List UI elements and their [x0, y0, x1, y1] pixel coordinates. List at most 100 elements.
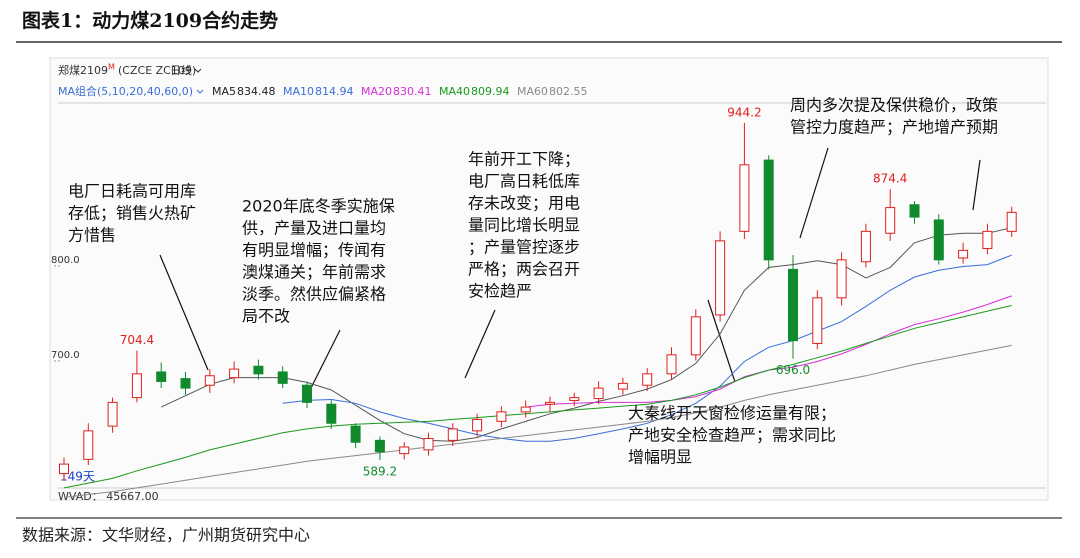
candle-body — [180, 378, 191, 389]
legend-value: 830.41 — [393, 85, 432, 98]
ma-line — [63, 344, 1012, 498]
pointer — [159, 254, 209, 371]
pointer — [464, 309, 496, 379]
candle-body — [520, 406, 531, 413]
candle-body — [107, 401, 118, 427]
annotation-line: 大秦线开天窗检修运量有限； — [628, 404, 836, 423]
legend-value: 802.55 — [549, 85, 588, 98]
annotation-line: 存低；销售火热矿 — [68, 204, 196, 223]
ma-chevron — [196, 89, 204, 94]
legend-name: MA40 — [439, 85, 470, 98]
legend-name: MA10 — [283, 85, 314, 98]
candle-body — [326, 403, 337, 424]
candle-body — [836, 259, 847, 299]
candle-body — [83, 430, 94, 460]
symbol-mark: M — [108, 63, 115, 72]
annotation-line: 量同比增长明显 — [468, 216, 580, 235]
high-label: 874.4 — [873, 172, 907, 186]
candle-body — [788, 268, 798, 342]
ma-line — [282, 254, 1012, 442]
candle-body — [131, 373, 142, 399]
pointer — [707, 299, 736, 383]
annotation-line: 供，产量及进口量均 — [242, 219, 386, 238]
low-label: 696.0 — [776, 363, 810, 377]
high-label: 704.4 — [120, 333, 154, 347]
candle-body — [593, 387, 604, 400]
symbol: 郑煤2109 — [58, 63, 108, 77]
period: 日线 — [170, 63, 192, 77]
candle-body — [399, 446, 410, 455]
pointer — [799, 147, 829, 239]
candle-body — [958, 249, 969, 259]
code: (CZCE ZC109) — [118, 64, 196, 77]
legend-value: 814.94 — [315, 85, 354, 98]
legend-value: 809.94 — [471, 85, 510, 98]
candle-body — [472, 418, 483, 432]
annotation-line: 安检趋严 — [468, 282, 532, 301]
annotation-line: 增幅明显 — [628, 448, 692, 467]
annotation-line: 澳煤通关；年前需求 — [242, 263, 386, 282]
ma-line — [160, 227, 1012, 442]
candle-body — [302, 384, 312, 403]
annotation-line: 2020年底冬季实施保 — [242, 197, 395, 216]
candle-body — [545, 401, 555, 405]
candle-body — [374, 439, 385, 453]
candle-body — [447, 428, 458, 441]
annotation-line: 有明显增幅；传闻有 — [242, 241, 386, 260]
candle-body — [885, 207, 896, 234]
candle-body — [59, 463, 69, 475]
candle-body — [253, 365, 264, 375]
annotation-line: 方惜售 — [68, 226, 116, 245]
legend-name: MA60 — [517, 85, 548, 98]
candle-body — [933, 219, 944, 261]
candle-body — [909, 204, 920, 218]
y-tick-label: 800.0 — [51, 255, 80, 266]
annotation-line: 严格；两会召开 — [468, 260, 580, 279]
chart-frame — [49, 57, 1049, 501]
low-label: 589.2 — [363, 465, 397, 479]
candle-body — [642, 373, 653, 386]
candle-body — [982, 230, 993, 249]
candle-body — [617, 382, 628, 390]
high-label: 944.2 — [727, 105, 761, 119]
candle-body — [666, 354, 677, 375]
annotation-line: 局不改 — [242, 307, 290, 326]
candle-body — [739, 164, 750, 232]
annotation-line: 管控力度趋严；产地增产预期 — [790, 118, 998, 137]
candle-body — [277, 371, 288, 384]
legend-name: MA5 — [212, 85, 236, 98]
candle-body — [690, 316, 701, 356]
pointer — [972, 159, 981, 211]
annotation-line: 存未改变；用电 — [468, 194, 580, 213]
candle-body — [204, 375, 215, 386]
ma-group: MA组合(5,10,20,40,60,0) — [58, 84, 193, 98]
candle-body — [763, 159, 774, 261]
annotation-line: 年前开工下降； — [468, 150, 580, 169]
annotation-line: 淡季。然供应偏紧格 — [242, 285, 386, 304]
period-chevron — [194, 68, 202, 73]
candle-body — [423, 437, 434, 451]
indicator: WVAD： 45667.00 — [58, 490, 159, 503]
annotation-line: 电厂日耗高可用库 — [68, 182, 196, 201]
candle-body — [812, 297, 823, 344]
candle-body — [229, 368, 240, 379]
legend-name: MA20 — [361, 85, 392, 98]
source: 数据来源：文华财经，广州期货研究中心 — [22, 526, 310, 545]
candle-body — [350, 425, 361, 443]
annotation-line: ；产量管控逐步 — [468, 238, 580, 257]
candle-body — [715, 240, 726, 316]
ma-line — [63, 305, 1012, 489]
annotation-line: 电厂高日耗低库 — [468, 172, 580, 191]
candle-body — [156, 371, 167, 382]
y-tick-label: 700.0 — [51, 350, 80, 361]
candle-body — [1006, 211, 1017, 232]
candle-body — [496, 411, 507, 422]
candle-body — [569, 397, 580, 401]
legend-value: 834.48 — [237, 85, 276, 98]
annotation-line: 产地安全检查趋严；需求同比 — [628, 426, 836, 445]
annotation-line: 周内多次提及保供稳价，政策 — [790, 96, 998, 115]
candle-body — [860, 230, 871, 263]
figure-title: 图表1：动力煤2109合约走势 — [22, 9, 278, 32]
